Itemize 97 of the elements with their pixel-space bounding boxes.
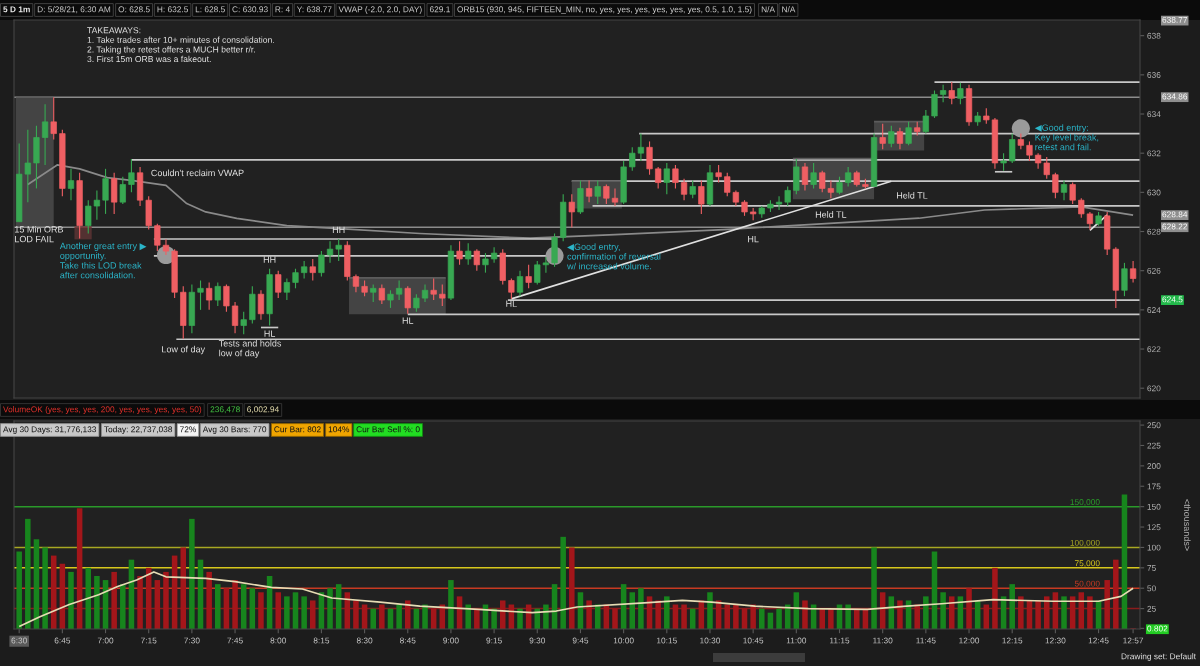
text: 629.1: [429, 6, 450, 13]
y-tick-label: 634: [1147, 111, 1161, 118]
x-tick-label: 11:15: [830, 637, 850, 644]
text: L: 628.5: [195, 6, 225, 13]
annotation: 104%: [328, 426, 350, 433]
annotation: Held TL: [815, 211, 847, 218]
y-tick-label: 628: [1147, 228, 1161, 235]
x-tick-label: 7:15: [141, 637, 157, 644]
annotation: HL: [506, 300, 517, 307]
y-tick-label: 175: [1147, 483, 1161, 490]
annotation: Another great entry ▶ opportunity. Take this LOD break after consolidation.: [59, 242, 147, 279]
text: O: 628.5: [118, 6, 150, 13]
annotation: HL: [748, 235, 759, 243]
annotation: ◀Good entry: Key level break, retest and fail.: [1034, 124, 1099, 151]
y-tick-label: 0.802: [1147, 625, 1168, 632]
annotation: HL: [402, 317, 414, 324]
annotation: Today: 22,737,038: [104, 426, 173, 434]
annotation: 15 Min ORB LOD FAIL: [15, 225, 64, 243]
annotation: HL: [264, 330, 276, 337]
x-tick-label: 9:00: [443, 637, 459, 644]
y-tick-label: 50: [1147, 585, 1156, 592]
y-tick-label: 225: [1147, 442, 1161, 449]
text: D: 5/28/21, 6:30 AM: [37, 6, 111, 14]
ref-line-label: 50,000: [1074, 580, 1100, 588]
text: R: 4: [275, 6, 290, 13]
y-tick-label: 636: [1147, 72, 1161, 78]
ref-line-label: 634.86: [1162, 93, 1188, 100]
x-tick-label: 10:00: [613, 637, 634, 644]
text: Drawing set: Default: [1121, 653, 1196, 661]
annotation: Tests and holds low of day: [218, 339, 282, 359]
text: VolumeOK (yes, yes, yes, 200, yes, yes, yes, yes, 50): [3, 406, 202, 414]
y-tick-label: 25: [1147, 605, 1156, 612]
y-tick-label: 250: [1147, 422, 1161, 429]
y-tick-label: 125: [1147, 524, 1161, 531]
annotation: Couldn't reclaim VWAP: [151, 169, 244, 177]
y-tick-label: 632: [1147, 150, 1161, 157]
x-tick-label: 12:57: [1123, 637, 1144, 644]
x-tick-label: 12:30: [1045, 637, 1066, 644]
y-tick-label: 200: [1147, 463, 1161, 469]
annotation: Avg 30 Days: 31,776,133: [3, 426, 97, 434]
annotation: 72%: [180, 426, 197, 433]
text: C: 630.93: [232, 6, 268, 13]
x-tick-label: 6:45: [54, 637, 71, 644]
ref-line-label: 100,000: [1070, 539, 1100, 547]
text: ORB15 (930, 945, FIFTEEN_MIN, no, yes, yes, yes, yes, yes, yes, 0.5, 1.0, 1.5): [457, 6, 752, 14]
x-tick-label: 6:30: [11, 637, 27, 644]
y-axis-title: <thousands>: [1184, 499, 1191, 551]
annotation: Held TL: [897, 192, 928, 199]
annotation: Cur Bar: 802: [274, 426, 321, 433]
x-tick-label: 11:00: [786, 637, 807, 644]
y-tick-label: 630: [1147, 189, 1161, 196]
text: N/A: [782, 6, 796, 13]
annotation: Low of day: [162, 345, 206, 355]
x-tick-label: 8:45: [400, 637, 416, 644]
y-tick-label: 620: [1147, 385, 1161, 392]
x-tick-label: 10:30: [700, 637, 721, 644]
y-tick-label: 75: [1147, 565, 1156, 571]
y-tick-label: 638: [1147, 32, 1161, 39]
x-tick-label: 11:45: [916, 637, 936, 644]
text: H: 632.5: [157, 6, 189, 13]
y-tick-label: 150: [1147, 503, 1161, 510]
x-tick-label: 8:00: [270, 637, 287, 644]
x-tick-label: 10:15: [657, 637, 677, 644]
ref-line-label: 75,000: [1074, 560, 1100, 568]
y-tick-label: 626: [1147, 267, 1161, 274]
annotation: Avg 30 Bars: 770: [202, 426, 267, 434]
x-tick-label: 9:30: [529, 637, 546, 644]
x-tick-label: 10:45: [743, 637, 764, 644]
x-tick-label: 7:45: [227, 637, 243, 644]
x-tick-label: 11:30: [873, 637, 893, 644]
y-tick-label: 100: [1147, 544, 1161, 551]
x-tick-label: 9:15: [486, 637, 502, 644]
text: 628.84: [1162, 211, 1188, 218]
text: Y: 638.77: [296, 6, 332, 13]
x-tick-label: 9:45: [572, 637, 589, 644]
annotation: Cur Bar Sell %: 0: [356, 426, 420, 433]
ref-line-label: 628.22: [1162, 223, 1188, 230]
x-tick-label: 12:00: [959, 637, 980, 644]
y-tick-label: 622: [1147, 346, 1161, 353]
annotation: HH: [332, 226, 345, 233]
x-tick-label: 7:00: [97, 637, 114, 644]
text: 638.77: [1162, 16, 1188, 23]
ref-line-label: 150,000: [1070, 499, 1100, 506]
text: 624.5: [1162, 296, 1183, 303]
text: VWAP (-2.0, 2.0, DAY): [338, 6, 422, 14]
x-tick-label: 12:45: [1088, 637, 1109, 644]
text: 236,478: [210, 406, 240, 414]
chart-title: 5 D 1m: [3, 6, 30, 13]
x-tick-label: 8:30: [356, 637, 373, 644]
text: N/A: [761, 6, 775, 13]
x-tick-label: 12:15: [1002, 637, 1023, 644]
annotation: HH: [263, 256, 276, 263]
x-tick-label: 7:30: [184, 637, 200, 644]
annotation: TAKEAWAYS: 1. Take trades after 10+ minutes of consolidation. 2. Taking the retest offers a MUCH better r/r. 3. First 15m ORB was a fakeout.: [87, 27, 274, 63]
y-tick-label: 624: [1147, 307, 1161, 313]
x-tick-label: 8:15: [313, 637, 330, 644]
text: 6,002.94: [247, 406, 279, 414]
